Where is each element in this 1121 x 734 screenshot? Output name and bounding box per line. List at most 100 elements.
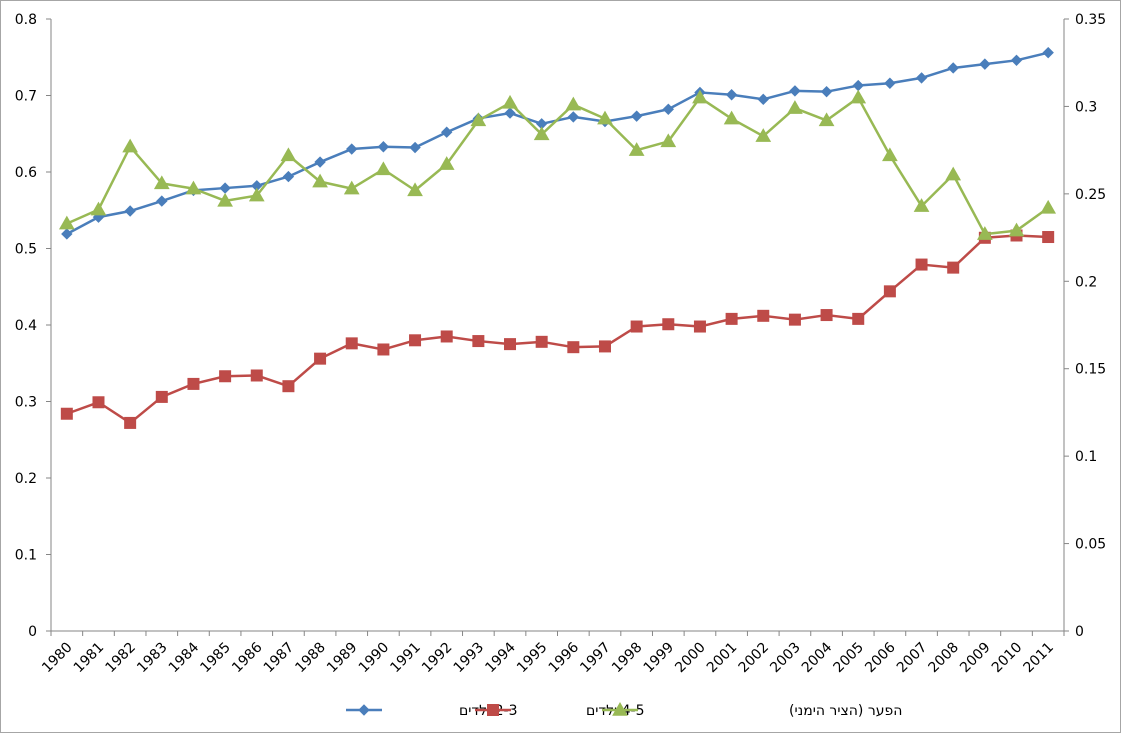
series-3-point (217, 192, 233, 207)
right-tick-label: 0.3 (1075, 99, 1097, 115)
series-2-point (314, 352, 327, 365)
right-tick-label: 0.2 (1075, 274, 1097, 290)
x-axis-ticks: 1980198119821983198419851986198719881989… (39, 631, 1065, 677)
series-1-point (725, 89, 738, 101)
series-1-point (567, 111, 580, 123)
series-2-point (630, 320, 643, 333)
x-tick-label: 2001 (704, 640, 741, 677)
series-2-point (598, 340, 611, 353)
series-3-point (628, 142, 645, 156)
series-3-point (1040, 199, 1057, 214)
series-2-point (883, 285, 896, 298)
x-tick-label: 2005 (831, 640, 868, 677)
series-1-point (440, 126, 453, 138)
left-tick-label: 0.4 (15, 318, 37, 334)
series-3-point (755, 128, 772, 142)
series-2-point (947, 261, 960, 274)
series-1-point (282, 170, 295, 183)
series-3-point (375, 161, 392, 176)
series-2-point (852, 312, 865, 325)
series-2-point (725, 312, 738, 325)
right-tick-label: 0.25 (1075, 187, 1106, 203)
series-3-point (122, 138, 139, 153)
series-1-point (1010, 54, 1023, 67)
x-tick-label: 1984 (166, 639, 203, 676)
right-tick-label: 0.15 (1075, 362, 1106, 378)
left-tick-label: 0 (28, 624, 37, 640)
x-tick-label: 1991 (387, 640, 424, 677)
legend-marker (487, 704, 499, 716)
series-3-point (1008, 222, 1025, 237)
x-tick-label: 1989 (324, 640, 361, 677)
left-tick-label: 0.3 (15, 395, 37, 411)
series-2-point (187, 377, 200, 390)
x-tick-label: 1995 (514, 640, 551, 677)
series-1-point (219, 182, 231, 194)
series-3-line (66, 96, 1049, 236)
series-2-point (535, 335, 548, 348)
series-3-point (597, 110, 613, 125)
series-1-point (1042, 46, 1054, 59)
series-1-point (156, 195, 168, 207)
series-3-point (438, 156, 455, 170)
x-tick-label: 1992 (419, 640, 456, 677)
x-tick-label: 2002 (736, 640, 773, 677)
series-1-point (915, 72, 928, 84)
x-tick-label: 1994 (482, 639, 519, 676)
series-2-point (567, 341, 580, 354)
legend-item-3: הפער (הציר הימני) (602, 701, 902, 719)
x-tick-label: 1980 (39, 640, 76, 677)
left-tick-label: 0.2 (15, 471, 37, 487)
x-tick-label: 1988 (292, 640, 329, 677)
right-tick-label: 0.35 (1075, 12, 1106, 28)
x-tick-label: 1990 (356, 640, 393, 677)
series-2-point (440, 330, 453, 343)
series-group (58, 46, 1057, 429)
left-tick-label: 0.8 (15, 12, 37, 28)
left-tick-label: 0.1 (15, 548, 37, 564)
series-2-point (693, 320, 706, 333)
left-tick-label: 0.7 (15, 89, 37, 105)
series-1-line (66, 51, 1049, 236)
right-tick-label: 0 (1075, 624, 1084, 640)
series-2-point (250, 369, 263, 382)
series-3-point (280, 147, 297, 162)
x-tick-label: 2011 (1020, 640, 1057, 677)
x-tick-label: 1982 (102, 640, 139, 677)
x-tick-label: 2007 (894, 640, 931, 677)
series-3-point (407, 182, 423, 197)
series-3-point (850, 89, 867, 104)
legend-marker (358, 704, 370, 716)
series-1-point (630, 110, 643, 122)
series-1-point (789, 85, 801, 97)
series-2 (60, 229, 1055, 429)
series-1-point (947, 62, 959, 74)
x-tick-label: 1983 (134, 640, 171, 677)
series-2-point (757, 309, 770, 322)
series-2-point (92, 396, 105, 409)
series-1-point (757, 93, 769, 106)
legend-label: הפער (הציר הימני) (789, 703, 902, 719)
series-2-point (820, 309, 833, 322)
series-3-point (976, 226, 993, 240)
x-tick-label: 1999 (641, 640, 678, 677)
series-3-point (945, 166, 962, 181)
series-1-point (504, 107, 516, 119)
series-3-point (692, 89, 708, 104)
series-1-point (979, 58, 991, 70)
series-1-point (346, 143, 358, 155)
series-1-point (61, 228, 73, 240)
x-tick-label: 1981 (71, 640, 108, 677)
x-tick-label: 1986 (229, 639, 266, 676)
series-2-point (377, 343, 390, 356)
series-2-line (66, 234, 1049, 425)
series-1-point (884, 77, 896, 89)
legend-marker (612, 701, 628, 716)
x-tick-label: 2000 (672, 640, 709, 677)
series-2-point (504, 338, 517, 351)
series-3 (58, 89, 1057, 240)
right-tick-label: 0.05 (1075, 537, 1106, 553)
series-1-point (377, 141, 390, 153)
